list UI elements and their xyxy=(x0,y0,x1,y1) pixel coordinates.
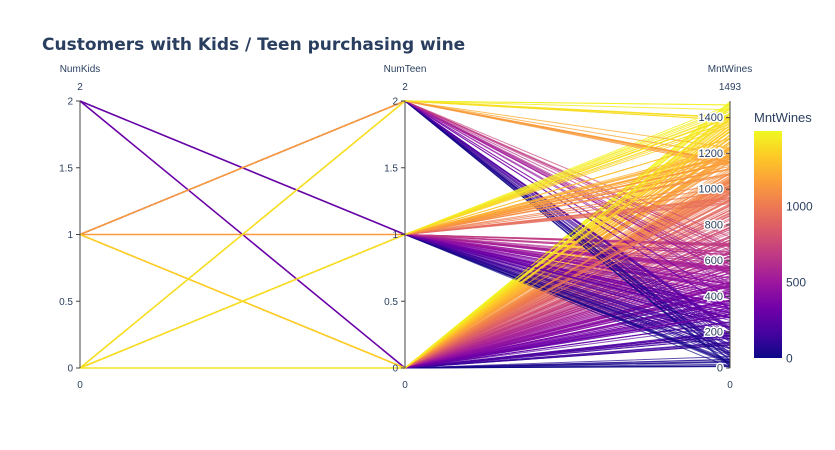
colorbar-title: MntWines xyxy=(754,110,812,125)
tick-label: 200 xyxy=(705,327,723,339)
tick-label: 1.5 xyxy=(59,163,73,174)
tick-label: 1400 xyxy=(699,112,723,124)
axes-layer: NumKids2000.511.52NumTeen2000.511.52MntW… xyxy=(59,64,752,391)
axis-range-max: 1493 xyxy=(719,82,742,93)
colorbar: MntWines 0 500 1000 xyxy=(754,110,813,366)
tick-label: 1.5 xyxy=(384,163,398,174)
tick-label: 600 xyxy=(705,255,723,267)
colorbar-tick: 0 xyxy=(786,352,793,366)
tick-label: 0 xyxy=(717,363,723,375)
tick-label: 1200 xyxy=(699,148,723,160)
axis-range-max: 2 xyxy=(402,82,408,93)
axis-label: NumTeen xyxy=(384,64,427,75)
chart-title: Customers with Kids / Teen purchasing wi… xyxy=(42,35,465,55)
tick-label: 0 xyxy=(67,364,73,375)
tick-label: 1 xyxy=(392,230,398,241)
tick-label: 0.5 xyxy=(59,297,73,308)
axis-range-max: 2 xyxy=(77,82,83,93)
tick-label: 1 xyxy=(67,230,73,241)
tick-label: 0 xyxy=(392,364,398,375)
axis-range-min: 0 xyxy=(402,380,408,391)
colorbar-gradient xyxy=(754,131,782,358)
tick-label: 2 xyxy=(392,97,398,108)
colorbar-tick: 1000 xyxy=(786,199,813,213)
colorbar-tick: 500 xyxy=(786,275,806,289)
tick-label: 800 xyxy=(705,219,723,231)
tick-label: 0.5 xyxy=(384,297,398,308)
line-layer xyxy=(79,100,731,369)
axis-range-min: 0 xyxy=(727,380,733,391)
tick-label: 2 xyxy=(67,97,73,108)
axis-label: MntWines xyxy=(708,64,752,75)
axis-label: NumKids xyxy=(60,64,101,75)
tick-label: 400 xyxy=(705,291,723,303)
tick-label: 1000 xyxy=(699,184,723,196)
axis-range-min: 0 xyxy=(77,380,83,391)
